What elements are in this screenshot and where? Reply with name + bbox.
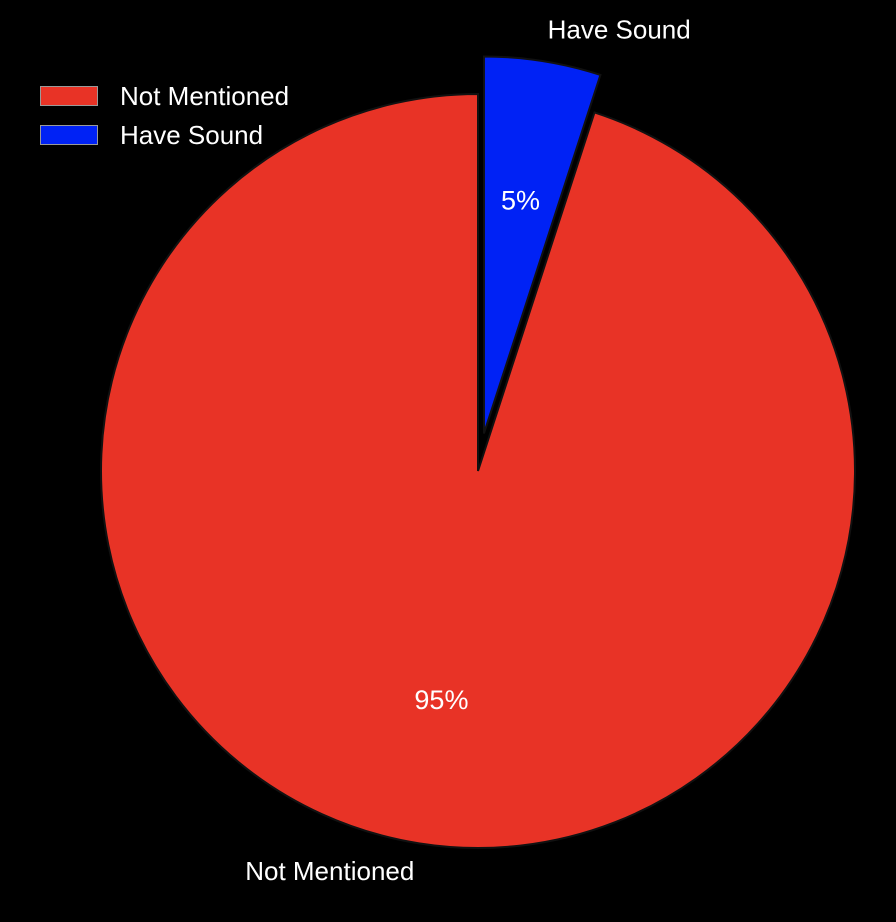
legend-label-not-mentioned: Not Mentioned <box>120 81 290 111</box>
legend-swatch-have-sound <box>40 125 98 145</box>
legend-item-not-mentioned[interactable]: Not Mentioned <box>40 80 289 112</box>
pie-pct-label-not-mentioned: 95% <box>414 685 468 715</box>
pie-slice-have-sound[interactable] <box>482 55 602 434</box>
legend: Not Mentioned Have Sound <box>40 80 289 158</box>
legend-swatch-not-mentioned <box>40 86 98 106</box>
pie-category-label-have-sound: Have Sound <box>548 14 691 44</box>
pie-pct-label-have-sound: 5% <box>501 186 540 216</box>
pie-slices <box>100 55 856 849</box>
pie-labels: 95% Not Mentioned 5% Have Sound <box>245 14 691 886</box>
legend-label-have-sound: Have Sound <box>120 120 264 150</box>
pie-category-label-not-mentioned: Not Mentioned <box>245 856 414 886</box>
pie-slice-not-mentioned[interactable] <box>100 92 856 849</box>
legend-item-have-sound[interactable]: Have Sound <box>40 119 289 151</box>
